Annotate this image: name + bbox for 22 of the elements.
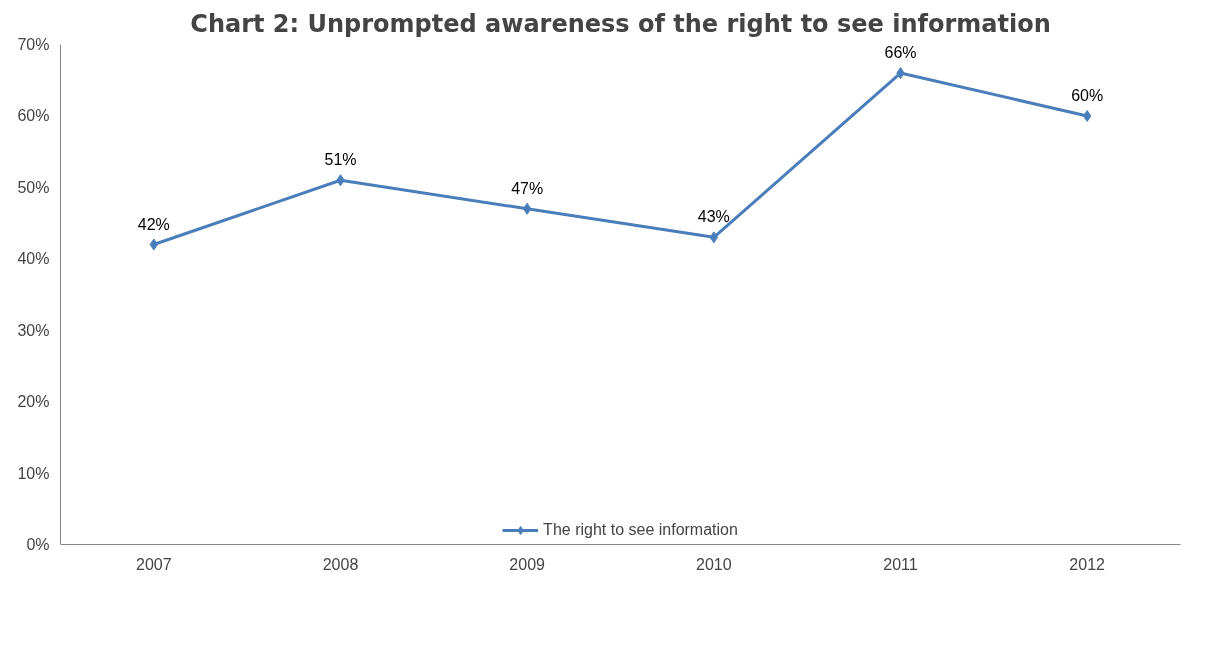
chart-title: Chart 2: Unprompted awareness of the right to see information: [190, 9, 1051, 38]
x-tick-label: 2011: [883, 555, 918, 573]
data-label: 43%: [697, 208, 730, 226]
y-tick-label: 30%: [17, 321, 50, 339]
legend-label: The right to see information: [543, 521, 738, 539]
y-tick-label: 10%: [17, 464, 50, 482]
y-tick-label: 50%: [17, 178, 50, 196]
data-label: 47%: [511, 179, 544, 197]
x-tick-label: 2012: [1069, 555, 1106, 573]
y-tick-label: 70%: [17, 36, 50, 53]
x-tick-label: 2007: [136, 555, 172, 573]
x-tick-label: 2009: [509, 555, 546, 573]
y-tick-label: 40%: [17, 250, 50, 268]
data-label: 51%: [324, 151, 357, 169]
x-tick-label: 2010: [696, 555, 732, 573]
y-tick-label: 20%: [17, 393, 50, 411]
x-tick-label: 2008: [322, 555, 359, 573]
data-label: 66%: [884, 44, 917, 62]
y-tick-label: 60%: [17, 107, 50, 125]
data-label: 42%: [137, 215, 170, 233]
data-label: 60%: [1071, 86, 1104, 104]
y-tick-label: 0%: [26, 536, 50, 553]
